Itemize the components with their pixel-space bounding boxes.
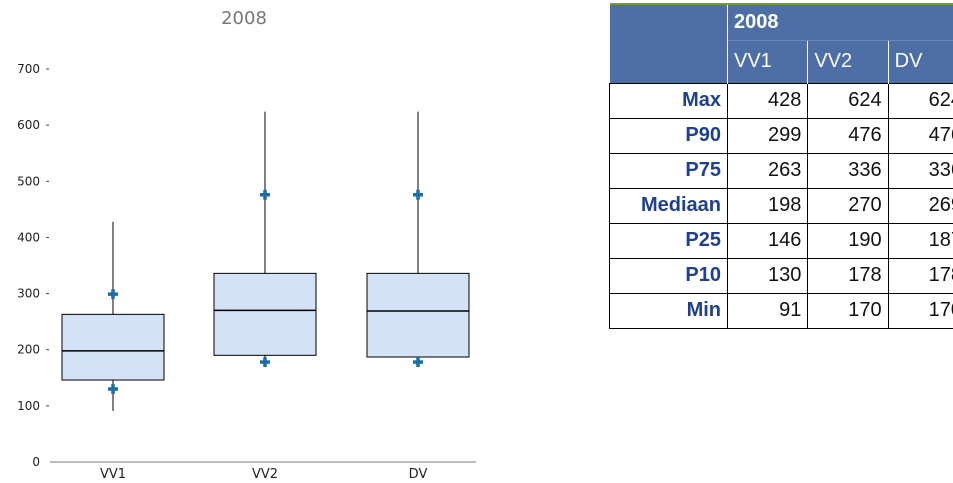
table-cell: 198: [726, 187, 809, 224]
table-cell: 299: [726, 117, 809, 154]
chart-title: 2008: [221, 8, 267, 29]
table-year-header: 2008: [727, 3, 953, 40]
y-tick-label: 200: [17, 343, 40, 357]
table-cell: 336: [887, 152, 953, 189]
y-tick-label: 400: [17, 230, 40, 244]
box-series: [61, 111, 470, 411]
table-cell: 178: [887, 257, 953, 294]
box-group: [366, 111, 470, 368]
row-label: P25: [609, 222, 728, 259]
row-label: P90: [609, 117, 728, 154]
column-header-vv2: VV2: [807, 39, 889, 83]
statistics-table: 2008 VV1 VV2 DV Max 428 624 624 P90 299 …: [609, 3, 953, 329]
table-cell: 476: [887, 117, 953, 154]
table-cell: 187: [887, 222, 953, 259]
iqr-box: [61, 313, 165, 381]
table-row-p75: P75 263 336 336: [609, 152, 953, 189]
table-cell: 130: [726, 257, 809, 294]
y-tick-label: 700: [17, 62, 40, 76]
table-cell: 476: [807, 117, 889, 154]
table-cell: 624: [887, 82, 953, 119]
y-tick-label: 0: [32, 455, 40, 469]
table-row-min: Min 91 170 170: [609, 292, 953, 329]
table-row-p25: P25 146 190 187: [609, 222, 953, 259]
x-category-label: DV: [409, 467, 428, 482]
y-tick-label: 100: [17, 399, 40, 413]
y-tick-label: 300: [17, 287, 40, 301]
y-tick-label: 500: [17, 174, 40, 188]
p90-marker: [413, 189, 423, 200]
p90-marker: [108, 289, 118, 300]
p10-marker: [260, 357, 270, 368]
box-group: [61, 221, 165, 411]
table-cell: 170: [887, 292, 953, 329]
x-category-label: VV1: [100, 467, 126, 482]
y-axis: 0 100 200 300 400 500 600 700: [17, 62, 49, 469]
row-label: P10: [609, 257, 728, 294]
table-cell: 178: [807, 257, 889, 294]
table-year-row: 2008: [609, 3, 953, 83]
iqr-box: [366, 272, 470, 358]
boxplot-chart: 2008 0 100 200 300 400 500 600 700 VV1 VV2 DV: [17, 8, 476, 482]
table-cell: 336: [807, 152, 889, 189]
row-label: Min: [609, 292, 728, 329]
table-row-max: Max 428 624 624: [609, 82, 953, 119]
table-cell: 263: [726, 152, 809, 189]
column-header-dv: DV: [887, 39, 953, 83]
table-cell: 270: [807, 187, 889, 224]
table-cell: 624: [807, 82, 889, 119]
table-row-p90: P90 299 476 476: [609, 117, 953, 154]
table-cell: 146: [726, 222, 809, 259]
p10-marker: [108, 384, 118, 395]
p90-marker: [260, 189, 270, 200]
table-cell: 170: [807, 292, 889, 329]
p10-marker: [413, 357, 423, 368]
box-group: [213, 111, 317, 368]
table-cell: 91: [726, 292, 809, 329]
iqr-box: [213, 272, 317, 356]
table-cell: 269: [887, 187, 953, 224]
row-label: P75: [609, 152, 728, 189]
x-axis: VV1 VV2 DV: [100, 467, 427, 482]
row-label: Mediaan: [609, 187, 728, 224]
table-cell: 428: [726, 82, 809, 119]
row-label: Max: [609, 82, 728, 119]
column-header-vv1: VV1: [726, 39, 808, 83]
table-column-header-row: VV1 VV2 DV: [610, 39, 953, 83]
table-row-p10: P10 130 178 178: [609, 257, 953, 294]
y-tick-label: 600: [17, 118, 40, 132]
table-cell: 190: [807, 222, 889, 259]
table-row-mediaan: Mediaan 198 270 269: [609, 187, 953, 224]
x-category-label: VV2: [252, 467, 278, 482]
table-corner: [609, 3, 728, 83]
